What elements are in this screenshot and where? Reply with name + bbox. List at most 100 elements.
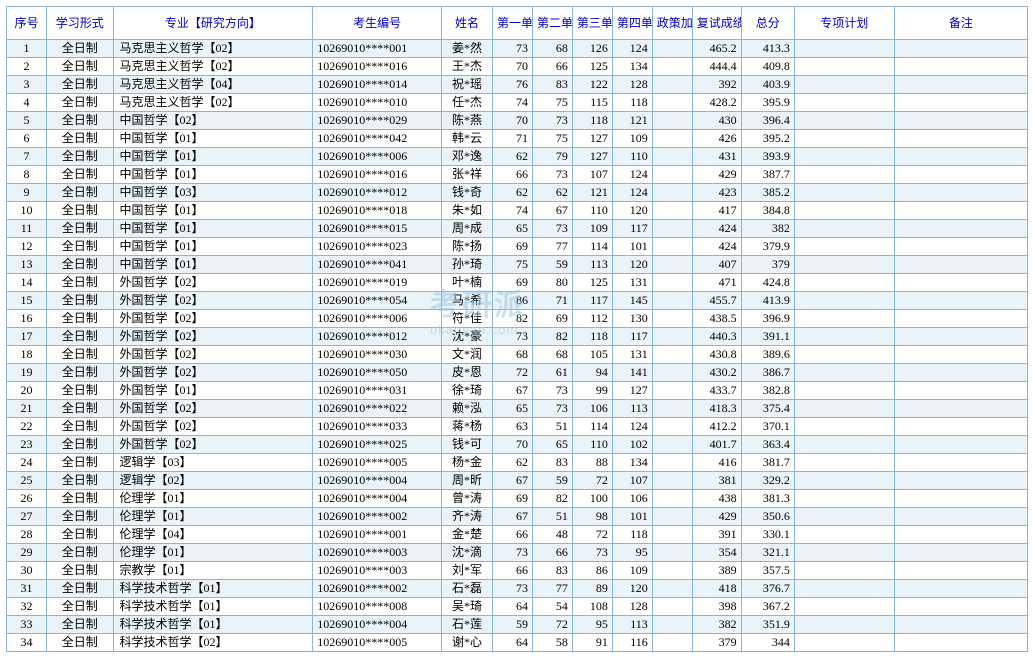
cell-note [894, 364, 1027, 382]
cell-form: 全日制 [46, 544, 113, 562]
cell-u2: 58 [532, 634, 572, 652]
cell-plan [794, 598, 894, 616]
cell-bonus [652, 202, 692, 220]
cell-id: 10269010****042 [313, 130, 442, 148]
cell-seq: 11 [7, 220, 47, 238]
cell-u4: 118 [612, 526, 652, 544]
cell-bonus [652, 580, 692, 598]
cell-id: 10269010****005 [313, 454, 442, 472]
cell-u2: 75 [532, 130, 572, 148]
cell-id: 10269010****004 [313, 490, 442, 508]
cell-u3: 127 [572, 148, 612, 166]
cell-seq: 27 [7, 508, 47, 526]
cell-major: 科学技术哲学【01】 [113, 598, 313, 616]
cell-id: 10269010****033 [313, 418, 442, 436]
cell-name: 韩*云 [442, 130, 493, 148]
cell-u1: 65 [493, 220, 533, 238]
col-retest: 复试成绩 [692, 7, 741, 40]
cell-u4: 121 [612, 112, 652, 130]
cell-retest: 398 [692, 598, 741, 616]
cell-form: 全日制 [46, 238, 113, 256]
cell-retest: 429 [692, 508, 741, 526]
cell-form: 全日制 [46, 400, 113, 418]
cell-u1: 67 [493, 472, 533, 490]
cell-name: 孙*琦 [442, 256, 493, 274]
table-row: 2全日制马克思主义哲学【02】10269010****016王*杰7066125… [7, 58, 1028, 76]
cell-u1: 74 [493, 202, 533, 220]
cell-seq: 7 [7, 148, 47, 166]
cell-bonus [652, 418, 692, 436]
cell-major: 马克思主义哲学【02】 [113, 94, 313, 112]
cell-id: 10269010****008 [313, 598, 442, 616]
cell-u4: 145 [612, 292, 652, 310]
cell-name: 任*杰 [442, 94, 493, 112]
cell-form: 全日制 [46, 490, 113, 508]
cell-u4: 124 [612, 184, 652, 202]
cell-u3: 115 [572, 94, 612, 112]
cell-note [894, 94, 1027, 112]
cell-note [894, 40, 1027, 58]
col-bonus: 政策加分 [652, 7, 692, 40]
cell-name: 徐*琦 [442, 382, 493, 400]
cell-u1: 70 [493, 58, 533, 76]
col-u2: 第二单元 [532, 7, 572, 40]
cell-u4: 109 [612, 562, 652, 580]
cell-bonus [652, 220, 692, 238]
cell-seq: 34 [7, 634, 47, 652]
cell-id: 10269010****004 [313, 616, 442, 634]
cell-u1: 64 [493, 598, 533, 616]
cell-name: 石*磊 [442, 580, 493, 598]
cell-seq: 10 [7, 202, 47, 220]
cell-note [894, 454, 1027, 472]
cell-plan [794, 436, 894, 454]
cell-plan [794, 256, 894, 274]
table-row: 16全日制外国哲学【02】10269010****006符*佳826911213… [7, 310, 1028, 328]
cell-u3: 118 [572, 112, 612, 130]
cell-bonus [652, 490, 692, 508]
cell-note [894, 130, 1027, 148]
cell-plan [794, 634, 894, 652]
cell-name: 祝*瑶 [442, 76, 493, 94]
cell-u3: 106 [572, 400, 612, 418]
col-seq: 序号 [7, 7, 47, 40]
cell-total: 381.3 [741, 490, 794, 508]
cell-plan [794, 76, 894, 94]
cell-note [894, 310, 1027, 328]
cell-note [894, 616, 1027, 634]
col-u4: 第四单元 [612, 7, 652, 40]
cell-seq: 19 [7, 364, 47, 382]
cell-u4: 101 [612, 238, 652, 256]
cell-u3: 95 [572, 616, 612, 634]
cell-form: 全日制 [46, 526, 113, 544]
cell-name: 齐*涛 [442, 508, 493, 526]
cell-major: 外国哲学【02】 [113, 418, 313, 436]
cell-u1: 69 [493, 490, 533, 508]
cell-u3: 89 [572, 580, 612, 598]
cell-u4: 131 [612, 346, 652, 364]
cell-seq: 14 [7, 274, 47, 292]
table-row: 34全日制科学技术哲学【02】10269010****005谢*心6458911… [7, 634, 1028, 652]
cell-note [894, 166, 1027, 184]
cell-form: 全日制 [46, 634, 113, 652]
cell-retest: 379 [692, 634, 741, 652]
cell-total: 330.1 [741, 526, 794, 544]
cell-u3: 121 [572, 184, 612, 202]
col-u1: 第一单元 [493, 7, 533, 40]
cell-u3: 114 [572, 238, 612, 256]
cell-u2: 67 [532, 202, 572, 220]
cell-seq: 17 [7, 328, 47, 346]
col-u3: 第三单元 [572, 7, 612, 40]
cell-seq: 16 [7, 310, 47, 328]
cell-u1: 66 [493, 526, 533, 544]
cell-u3: 127 [572, 130, 612, 148]
cell-id: 10269010****005 [313, 634, 442, 652]
cell-plan [794, 112, 894, 130]
table-row: 18全日制外国哲学【02】10269010****030文*润686810513… [7, 346, 1028, 364]
cell-major: 外国哲学【02】 [113, 436, 313, 454]
cell-note [894, 346, 1027, 364]
cell-seq: 31 [7, 580, 47, 598]
cell-seq: 9 [7, 184, 47, 202]
cell-note [894, 544, 1027, 562]
cell-retest: 424 [692, 238, 741, 256]
cell-seq: 25 [7, 472, 47, 490]
